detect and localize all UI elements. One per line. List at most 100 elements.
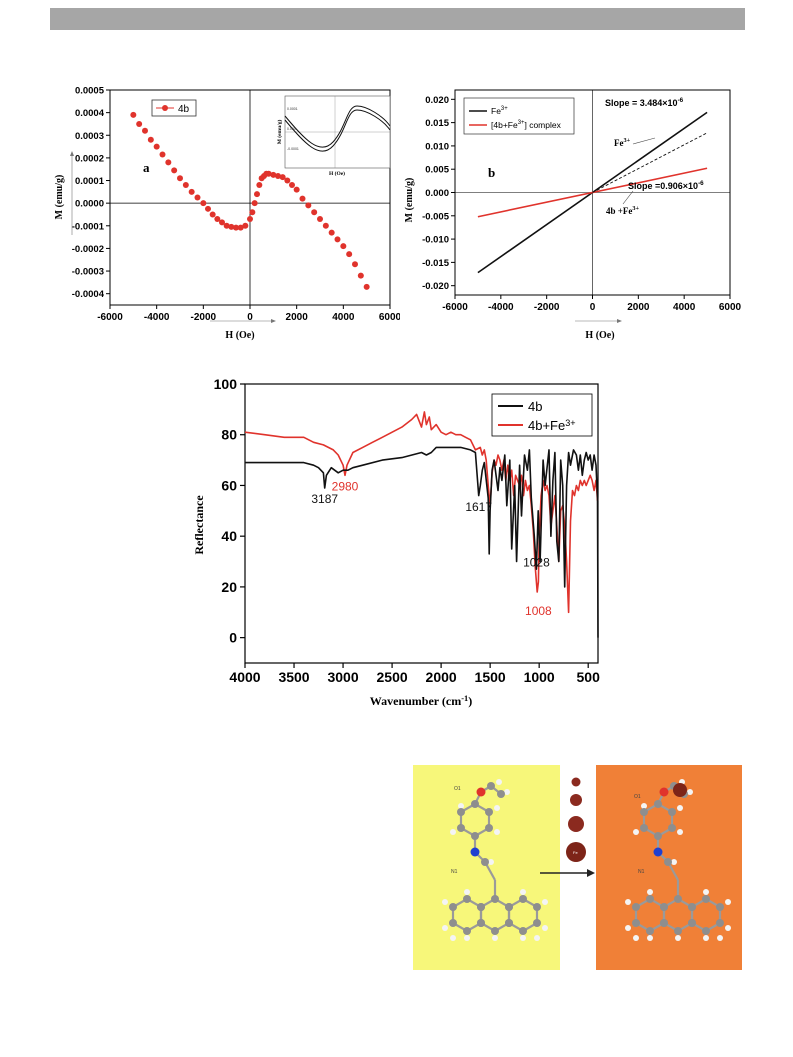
carbon-atom <box>654 800 662 808</box>
y-tick-label: -0.0004 <box>72 289 105 300</box>
x-axis-label: Wavenumber (cm-1) <box>370 694 472 708</box>
hydrogen-atom <box>442 899 448 905</box>
hydrogen-atom <box>633 829 639 835</box>
data-point <box>293 186 300 193</box>
y-axis-label: M (emu/g) <box>54 175 65 220</box>
nitrogen-atom <box>470 847 480 857</box>
hydrogen-atom <box>703 935 709 941</box>
x-tick-label: 2500 <box>377 669 408 685</box>
hydrogen-atom <box>494 805 500 811</box>
carbon-atom <box>664 858 672 866</box>
x-tick-label: 3500 <box>278 669 309 685</box>
peak-label: 3187 <box>311 492 338 506</box>
carbon-atom <box>533 903 541 911</box>
fe3-pointer <box>632 137 656 145</box>
carbon-atom <box>505 903 513 911</box>
hydrogen-atom <box>520 935 526 941</box>
y-tick-label: 0 <box>229 630 237 646</box>
magnetization-chart-a: -6000 -4000 -2000 0 2000 4000 6000 -0.0004 -0.00… <box>54 86 400 342</box>
data-point <box>322 222 329 229</box>
data-point <box>153 143 160 150</box>
x-tick-label: 2000 <box>627 302 650 313</box>
hydrogen-atom <box>625 899 631 905</box>
carbon-atom <box>463 927 471 935</box>
hydrogen-atom <box>647 935 653 941</box>
data-point <box>352 261 358 268</box>
inset-curve-upper <box>284 105 391 148</box>
y-tick-label: 100 <box>214 376 238 392</box>
complex-pointer <box>622 190 634 205</box>
data-point <box>194 194 201 201</box>
panel-label: b <box>488 165 495 180</box>
legend-label-4b: 4b <box>528 399 542 414</box>
carbon-atom <box>668 808 676 816</box>
hydrogen-atom <box>671 859 677 865</box>
inset-y-label: M (emu/g) <box>276 120 283 145</box>
x-axis-arrowhead <box>271 319 276 323</box>
data-point <box>254 191 260 198</box>
x-tick-label: 6000 <box>719 302 742 313</box>
carbon-atom <box>497 790 505 798</box>
data-point <box>237 224 244 231</box>
y-tick-label: -0.010 <box>422 235 449 246</box>
x-tick-label: 3000 <box>327 669 358 685</box>
x-tick-label: 4000 <box>332 312 355 323</box>
legend-label-fe3: Fe3+ <box>491 106 508 116</box>
hydrogen-atom <box>641 803 647 809</box>
inset-y-tick-label: 0.0001 <box>287 107 298 111</box>
carbon-atom <box>660 903 668 911</box>
hydrogen-atom <box>677 829 683 835</box>
y-tick-label: 60 <box>221 477 237 493</box>
data-point <box>317 216 323 222</box>
x-tick-label: -4000 <box>488 302 514 313</box>
data-point <box>275 173 281 179</box>
x-tick-label: -2000 <box>534 302 560 313</box>
y-tick-label: -0.0001 <box>72 221 105 232</box>
carbon-atom <box>674 895 682 903</box>
data-point <box>284 177 291 184</box>
x-axis-label: H (Oe) <box>225 330 254 341</box>
x-tick-label: 2000 <box>286 312 309 323</box>
data-point <box>130 111 137 118</box>
fe3-line-label: Fe3+ <box>614 137 631 148</box>
y-tick-label: 0.0005 <box>75 86 105 97</box>
carbon-atom <box>632 919 640 927</box>
carbon-atom <box>471 800 479 808</box>
y-tick-label: 0.0004 <box>75 108 105 119</box>
hydrogen-atom <box>494 829 500 835</box>
x-tick-label: 4000 <box>229 669 260 685</box>
carbon-atom <box>688 919 696 927</box>
inset-curve-lower <box>284 109 391 152</box>
complex-background <box>596 765 742 970</box>
y-tick-label: 0.010 <box>425 141 449 152</box>
magnetization-chart-b: -6000 -4000 -2000 0 2000 4000 6000 -0.020 -0.015… <box>404 89 742 341</box>
inset-y-tick-label: -0.0001 <box>287 147 299 151</box>
data-point <box>247 216 253 222</box>
y-tick-label: -0.0003 <box>72 267 104 278</box>
carbon-atom <box>491 895 499 903</box>
free-ligand-molecule <box>442 779 548 941</box>
data-point <box>256 182 263 189</box>
data-point <box>328 229 335 236</box>
legend-box <box>491 393 593 437</box>
carbon-atom <box>654 832 662 840</box>
carbon-atom <box>660 919 668 927</box>
data-point <box>142 127 148 134</box>
hydrogen-atom <box>458 803 464 809</box>
carbon-atom <box>491 927 499 935</box>
x-tick-label: 1500 <box>475 669 506 685</box>
inset-x-label: H (Oe) <box>329 170 345 177</box>
hydrogen-atom <box>633 935 639 941</box>
hydrogen-atom <box>464 935 470 941</box>
hydrogen-atom <box>725 925 731 931</box>
x-tick-label: -4000 <box>144 312 170 323</box>
carbon-atom <box>533 919 541 927</box>
ftir-reflectance-chart: 4000 3500 3000 2500 2000 1500 1000 500 0 20 40 60 80… <box>192 376 600 708</box>
hydrogen-atom <box>717 935 723 941</box>
hydrogen-atom <box>492 935 498 941</box>
oxygen-atom <box>476 787 486 797</box>
data-point <box>219 219 225 226</box>
y-tick-label: 0.0000 <box>75 199 104 210</box>
y-axis-label: Reflectance <box>192 495 206 555</box>
data-point <box>182 182 189 189</box>
